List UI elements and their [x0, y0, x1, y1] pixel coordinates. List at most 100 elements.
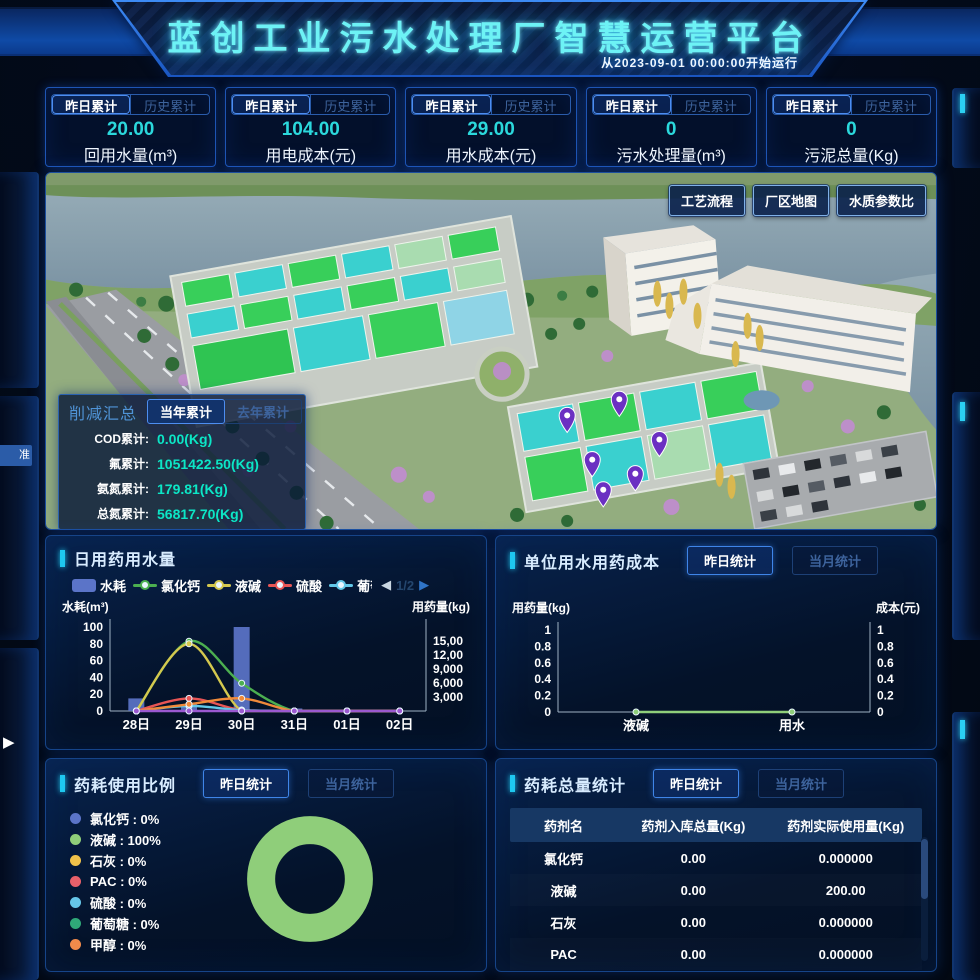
svg-text:液碱: 液碱 [623, 718, 649, 733]
ratio-legend: 氯化钙 : 0% 液碱 : 100% 石灰 : 0% PAC : 0% 硫酸 :… [46, 808, 486, 955]
legend-item-naoh[interactable]: 液碱 [207, 576, 261, 595]
panel-accent-bar [960, 94, 965, 113]
right-axis-name: 用药量(kg) [412, 600, 470, 614]
daily-usage-legend: 水耗 氯化钙 液碱 硫酸 葡萄糖 ◀ 1/2 ▶ [46, 574, 486, 596]
chemical-ratio-title: 药耗使用比例 [74, 777, 177, 795]
daily-usage-panel: 日用药用水量 水耗 氯化钙 液碱 硫酸 葡萄糖 ◀ 1/2 ▶ 水耗(m³) 用… [45, 535, 487, 750]
tab-last-year-total[interactable]: 去年累计 [225, 399, 303, 424]
tab-yesterday-total[interactable]: 昨日累计 [592, 95, 671, 114]
legend-item[interactable]: 液碱 : 100% [70, 829, 486, 850]
legend-item-h2so4[interactable]: 硫酸 [268, 576, 322, 595]
yesterday-stats-button[interactable]: 昨日统计 [653, 769, 740, 798]
cropped-panel-left-2 [0, 396, 39, 640]
legend-dot [70, 834, 81, 845]
water-quality-compare-button[interactable]: 水质参数比 [836, 185, 926, 216]
reduction-summary-title: 削减汇总 [69, 405, 138, 423]
runtime-since-label: 从2023-09-01 00:00:00开始运行 [601, 56, 798, 70]
svg-text:1: 1 [877, 623, 884, 637]
panel-accent-bar [60, 775, 65, 792]
table-row: 石灰 0.00 0.000000 [550, 914, 873, 931]
tab-yesterday-total[interactable]: 昨日累计 [772, 95, 851, 114]
chemical-table: 药剂名 药剂入库总量(Kg) 药剂实际使用量(Kg) 氯化钙 0.00 0.0000… [510, 808, 922, 970]
cropped-panel-right-3 [952, 712, 980, 980]
yesterday-stats-button[interactable]: 昨日统计 [687, 546, 774, 575]
legend-item[interactable]: 石灰 : 0% [70, 850, 486, 871]
stat-card-tabs: 昨日累计 历史累计 [771, 94, 931, 115]
line-swatch [207, 579, 232, 590]
month-stats-button[interactable]: 当月统计 [758, 769, 845, 798]
tab-history-total[interactable]: 历史累计 [130, 95, 209, 114]
plant-3d-panel: 工艺流程 厂区地图 水质参数比 削减汇总 当年累计 去年累计 COD累计: 0.… [45, 172, 937, 530]
stat-card-electricity-cost: 昨日累计 历史累计 104.00 用电成本(元) [225, 87, 397, 167]
month-stats-button[interactable]: 当月统计 [308, 769, 395, 798]
stat-card-tabs: 昨日累计 历史累计 [51, 94, 211, 115]
line-swatch [329, 579, 354, 590]
svg-text:0.6: 0.6 [877, 656, 894, 670]
reduction-summary-overlay: 削减汇总 当年累计 去年累计 COD累计: 0.00(Kg) 氟累计: 1051… [58, 394, 306, 529]
legend-item-water[interactable]: 水耗 [72, 576, 126, 595]
panel-accent-bar [510, 552, 515, 569]
plant-3d-scene[interactable] [46, 173, 936, 529]
expand-arrow-icon[interactable]: ▶ [3, 734, 15, 751]
panel-accent-bar [960, 720, 965, 739]
svg-text:0: 0 [96, 704, 103, 718]
cropped-left-badge: 准 [0, 445, 32, 466]
tab-yesterday-total[interactable]: 昨日累计 [232, 95, 311, 114]
legend-item[interactable]: 硫酸 : 0% [70, 892, 486, 913]
legend-next-icon[interactable]: ▶ [419, 577, 430, 592]
stat-value: 0 [665, 119, 677, 140]
legend-prev-icon[interactable]: ◀ [381, 577, 392, 592]
svg-text:15,00: 15,00 [433, 634, 463, 648]
reduction-row-cod: COD累计: 0.00(Kg) [94, 430, 213, 447]
svg-text:3,000: 3,000 [433, 690, 463, 704]
legend-item[interactable]: PAC : 0% [70, 871, 486, 892]
plant-map-button[interactable]: 厂区地图 [752, 185, 829, 216]
legend-item-glucose[interactable]: 葡萄糖 [329, 576, 372, 595]
ratio-donut-chart [247, 816, 373, 942]
tab-yesterday-total[interactable]: 昨日累计 [52, 95, 131, 114]
svg-text:0: 0 [544, 705, 551, 719]
tab-yesterday-total[interactable]: 昨日累计 [412, 95, 491, 114]
svg-text:0.4: 0.4 [534, 672, 551, 686]
legend-dot [70, 939, 81, 950]
scene-buttons: 工艺流程 厂区地图 水质参数比 [668, 185, 926, 216]
unit-cost-panel: 单位用水用药成本 昨日统计 当月统计 用药量(kg) 成本(元) 0 0.2 0.4… [495, 535, 937, 750]
stat-value: 29.00 [467, 119, 515, 140]
legend-item[interactable]: 甲醇 : 0% [70, 934, 486, 955]
scrollbar-thumb[interactable] [921, 839, 928, 899]
stat-value: 104.00 [281, 119, 340, 140]
tab-history-total[interactable]: 历史累计 [490, 95, 570, 114]
daily-usage-title: 日用药用水量 [74, 552, 177, 569]
stat-card-sludge-total: 昨日累计 历史累计 0 污泥总量(Kg) [765, 87, 938, 167]
unit-cost-chart: 0 0.2 0.4 0.6 0.8 1 0 0.2 0.4 0.6 0.8 1 液碱 用水 [534, 622, 894, 733]
legend-item-cacl2[interactable]: 氯化钙 [133, 576, 200, 595]
tab-history-total[interactable]: 历史累计 [850, 95, 930, 114]
panel-accent-bar [510, 775, 515, 792]
svg-text:0.4: 0.4 [877, 672, 894, 686]
tab-history-total[interactable]: 历史累计 [670, 95, 750, 114]
unit-cost-title: 单位用水用药成本 [524, 554, 661, 572]
stat-cards-row: 昨日累计 历史累计 20.00 回用水量(m³) 昨日累计 历史累计 104.0… [45, 87, 938, 167]
yesterday-stats-button[interactable]: 昨日统计 [203, 769, 290, 798]
chemical-total-panel: 药耗总量统计 昨日统计 当月统计 药剂名 药剂入库总量(Kg) 药剂实际使用量(… [495, 758, 937, 972]
month-stats-button[interactable]: 当月统计 [792, 546, 879, 575]
svg-text:29日: 29日 [175, 717, 202, 732]
cropped-panel-left-1 [0, 172, 39, 388]
right-axis-name: 成本(元) [876, 601, 920, 615]
tab-current-year-total[interactable]: 当年累计 [147, 399, 226, 424]
legend-dot [70, 813, 81, 824]
stat-card-tabs: 昨日累计 历史累计 [411, 94, 571, 115]
banner-face [116, 2, 864, 75]
svg-text:0.2: 0.2 [877, 689, 894, 703]
stat-card-tabs: 昨日累计 历史累计 [231, 94, 391, 115]
process-flow-button[interactable]: 工艺流程 [668, 185, 745, 216]
svg-text:100: 100 [83, 620, 103, 634]
svg-text:0.8: 0.8 [877, 639, 894, 653]
stat-value: 0 [846, 119, 857, 140]
tab-history-total[interactable]: 历史累计 [310, 95, 389, 114]
table-header-row: 药剂名 药剂入库总量(Kg) 药剂实际使用量(Kg) [510, 808, 922, 842]
legend-item[interactable]: 氯化钙 : 0% [70, 808, 486, 829]
svg-text:0.2: 0.2 [534, 689, 551, 703]
legend-item[interactable]: 葡萄糖 : 0% [70, 913, 486, 934]
